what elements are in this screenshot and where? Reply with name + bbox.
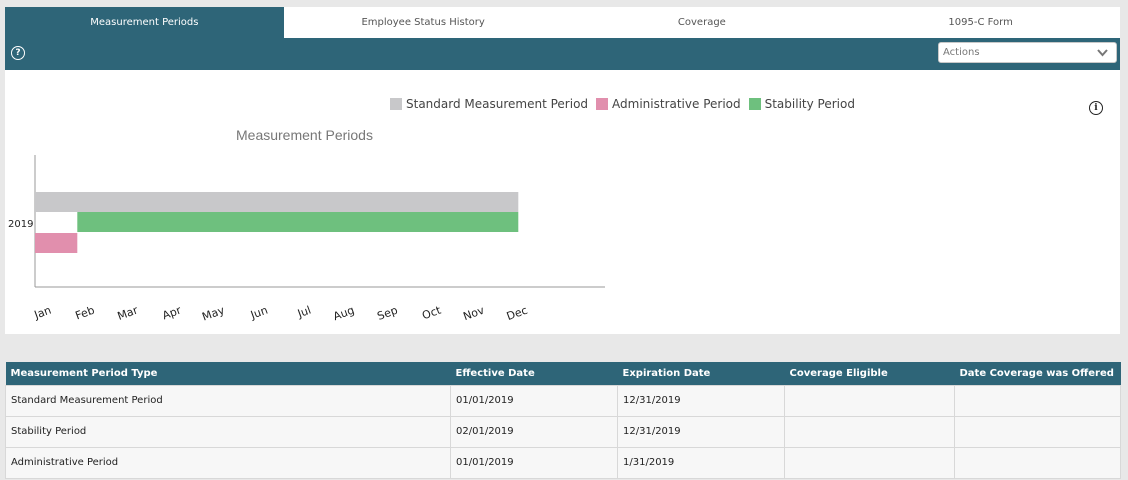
- legend-label-administrative: Administrative Period: [612, 97, 741, 111]
- col-header-type[interactable]: Measurement Period Type: [5, 362, 451, 385]
- col-header-date-coverage-offered[interactable]: Date Coverage was Offered: [954, 362, 1121, 385]
- question-circle-icon[interactable]: ?: [11, 46, 25, 60]
- legend-item-stability[interactable]: Stability Period: [748, 97, 855, 111]
- table-row[interactable]: Standard Measurement Period 01/01/2019 1…: [5, 384, 1121, 417]
- toolbar: ? Actions: [5, 38, 1120, 70]
- x-tick-label: Mar: [116, 303, 140, 322]
- x-tick-label: Jul: [295, 304, 313, 321]
- cell-effective-date: 01/01/2019: [450, 384, 618, 417]
- col-header-coverage-eligible[interactable]: Coverage Eligible: [784, 362, 955, 385]
- cell-date-coverage-offered: [954, 384, 1121, 417]
- chart-panel: Standard Measurement Period Administrati…: [5, 70, 1120, 334]
- cell-type: Standard Measurement Period: [5, 384, 451, 417]
- cell-coverage-eligible: [784, 415, 955, 448]
- cell-effective-date: 02/01/2019: [450, 415, 618, 448]
- table-header-row: Measurement Period Type Effective Date E…: [5, 362, 1121, 385]
- col-header-expiration-date[interactable]: Expiration Date: [617, 362, 785, 385]
- x-tick-label: Oct: [420, 303, 443, 322]
- tab-employee-status-history[interactable]: Employee Status History: [361, 17, 485, 28]
- legend-label-standard: Standard Measurement Period: [406, 97, 589, 111]
- legend-item-standard[interactable]: Standard Measurement Period: [390, 97, 588, 111]
- x-tick-label: Dec: [505, 304, 529, 323]
- tab-1095c-form[interactable]: 1095-C Form: [948, 17, 1013, 28]
- x-tick-label: May: [200, 303, 226, 323]
- legend-swatch-administrative: [596, 98, 609, 110]
- x-tick-label: Nov: [461, 303, 486, 323]
- y-tick-label: 2019: [8, 219, 33, 230]
- cell-coverage-eligible: [784, 384, 955, 417]
- cell-expiration-date: 12/31/2019: [617, 415, 785, 448]
- gantt-chart: 2019 Jan Feb Mar Apr May Jun Jul Aug Sep Oct Nov Dec: [8, 155, 605, 324]
- table-row[interactable]: Stability Period 02/01/2019 12/31/2019: [5, 415, 1121, 448]
- chart-title: Measurement Periods: [236, 127, 373, 143]
- bar-standard-measurement-period: [35, 192, 519, 212]
- bar-stability-period: [77, 212, 519, 232]
- info-circle-icon[interactable]: i: [1089, 101, 1103, 115]
- chevron-down-icon: [1097, 49, 1108, 57]
- table-row[interactable]: Administrative Period 01/01/2019 1/31/20…: [5, 446, 1121, 479]
- bar-administrative-period: [35, 233, 78, 253]
- actions-dropdown[interactable]: Actions: [938, 42, 1117, 63]
- legend-swatch-stability: [748, 98, 761, 110]
- legend-item-administrative[interactable]: Administrative Period: [596, 97, 741, 111]
- cell-coverage-eligible: [784, 446, 955, 479]
- x-tick-label: Feb: [74, 304, 97, 323]
- legend-swatch-standard: [390, 98, 402, 110]
- x-tick-label: Jun: [248, 304, 270, 322]
- chart-legend: Standard Measurement Period Administrati…: [390, 97, 855, 111]
- x-tick-label: Apr: [161, 303, 184, 322]
- x-tick-label: Aug: [331, 304, 356, 324]
- tab-measurement-periods[interactable]: Measurement Periods: [5, 7, 284, 38]
- cell-type: Stability Period: [5, 415, 451, 448]
- cell-effective-date: 01/01/2019: [450, 446, 618, 479]
- cell-expiration-date: 12/31/2019: [617, 384, 785, 417]
- cell-type: Administrative Period: [5, 446, 451, 479]
- cell-expiration-date: 1/31/2019: [617, 446, 785, 479]
- x-tick-label: Sep: [375, 304, 399, 323]
- legend-label-stability: Stability Period: [764, 97, 855, 111]
- col-header-effective-date[interactable]: Effective Date: [450, 362, 618, 385]
- cell-date-coverage-offered: [954, 446, 1121, 479]
- tab-bar: Measurement Periods Employee Status Hist…: [5, 7, 1120, 38]
- actions-label: Actions: [943, 47, 980, 58]
- cell-date-coverage-offered: [954, 415, 1121, 448]
- tab-coverage[interactable]: Coverage: [677, 17, 726, 28]
- measurement-periods-table: Measurement Period Type Effective Date E…: [5, 362, 1121, 479]
- x-tick-label: Jan: [32, 304, 53, 322]
